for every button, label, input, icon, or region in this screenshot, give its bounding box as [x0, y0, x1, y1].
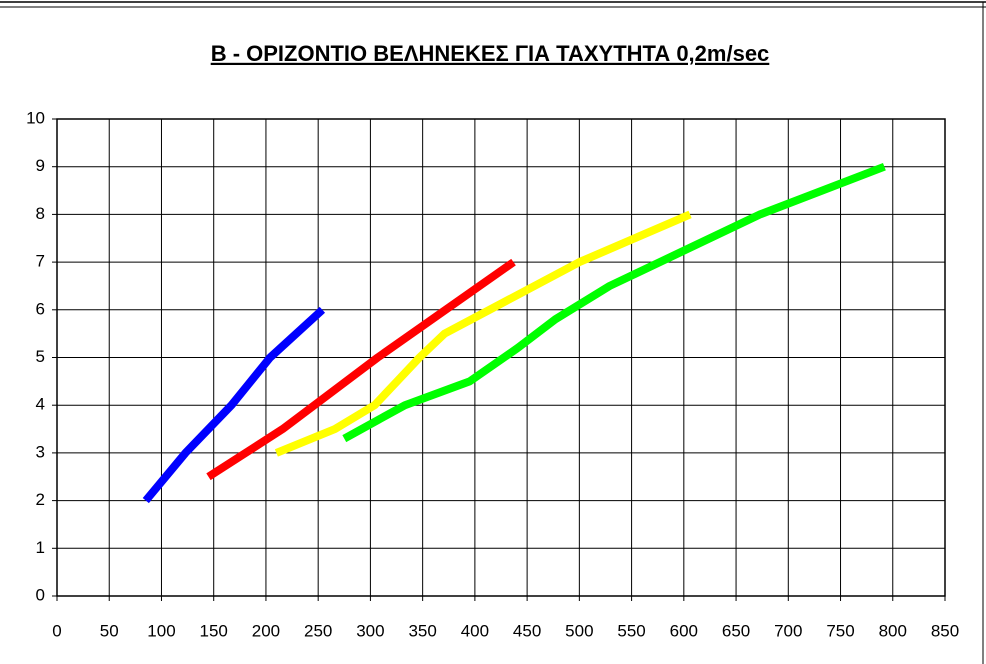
x-tick-label: 400 [461, 621, 489, 640]
plot-border [56, 118, 946, 597]
x-tick-label: 300 [356, 621, 384, 640]
y-tick-label: 0 [36, 585, 45, 604]
x-tick-label: 550 [617, 621, 645, 640]
x-tick-label: 350 [408, 621, 436, 640]
x-tick-label: 750 [826, 621, 854, 640]
x-tick-label: 50 [100, 621, 119, 640]
y-tick-label: 2 [36, 490, 45, 509]
x-tick-label: 850 [931, 621, 959, 640]
chart-title: B - ΟΡΙΖΟΝΤΙΟ ΒΕΛΗΝΕΚΕΣ ΓΙΑ ΤΑΧΥΤΗΤΑ 0,2… [211, 41, 770, 66]
y-tick-label: 1 [36, 538, 45, 557]
y-tick-label: 10 [26, 108, 45, 127]
x-tick-label: 450 [513, 621, 541, 640]
x-tick-label: 600 [670, 621, 698, 640]
y-tick-label: 9 [36, 156, 45, 175]
y-tick-label: 6 [36, 299, 45, 318]
x-tick-label: 150 [200, 621, 228, 640]
x-tick-label: 700 [774, 621, 802, 640]
x-tick-label: 200 [252, 621, 280, 640]
y-tick-label: 8 [36, 204, 45, 223]
x-tick-label: 500 [565, 621, 593, 640]
y-tick-label: 4 [36, 395, 45, 414]
series-line [206, 258, 516, 481]
x-tick-label: 100 [147, 621, 175, 640]
series-line [274, 210, 692, 457]
x-tick-label: 650 [722, 621, 750, 640]
series-line [342, 162, 886, 443]
y-tick-label: 5 [36, 347, 45, 366]
x-tick-label: 250 [304, 621, 332, 640]
x-tick-label: 800 [879, 621, 907, 640]
y-tick-label: 3 [36, 442, 45, 461]
y-tick-label: 7 [36, 252, 45, 271]
series-line [142, 306, 326, 504]
x-tick-label: 0 [52, 621, 61, 640]
